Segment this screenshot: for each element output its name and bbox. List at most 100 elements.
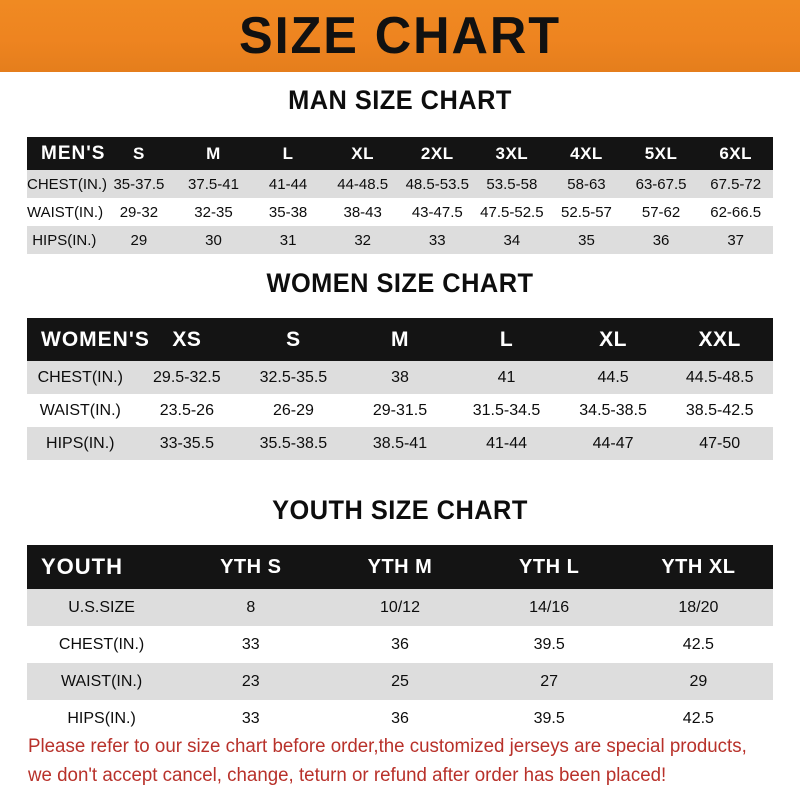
youth-col-xl: YTH XL: [623, 545, 773, 589]
youth-row-label-ussize: U.S.SIZE: [27, 589, 177, 626]
table-row: HIPS(IN.) 29 30 31 32 33 34 35 36 37: [27, 226, 773, 254]
women-row-label-waist: WAIST(IN.): [27, 394, 134, 427]
women-corner-label: WOMEN'S: [27, 318, 149, 361]
table-row: WAIST(IN.) 23.5-26 26-29 29-31.5 31.5-34…: [27, 394, 773, 427]
women-waist-xl: 34.5-38.5: [559, 394, 667, 427]
men-chest-xl: 44-48.5: [325, 170, 400, 198]
table-row: CHEST(IN.) 29.5-32.5 32.5-35.5 38 41 44.…: [27, 361, 773, 394]
table-header-row: YOUTH YTH S YTH M YTH L YTH XL: [27, 545, 773, 589]
table-row: CHEST(IN.) 35-37.5 37.5-41 41-44 44-48.5…: [27, 170, 773, 198]
women-chest-xxl: 44.5-48.5: [666, 361, 773, 394]
men-waist-3xl: 47.5-52.5: [474, 198, 550, 226]
women-hips-xs: 33-35.5: [133, 427, 241, 460]
women-col-m: M: [346, 318, 454, 361]
table-row: U.S.SIZE 8 10/12 14/16 18/20: [27, 589, 773, 626]
men-chest-5xl: 63-67.5: [623, 170, 699, 198]
youth-row-label-hips: HIPS(IN.): [27, 700, 177, 737]
youth-col-s: YTH S: [176, 545, 326, 589]
table-row: CHEST(IN.) 33 36 39.5 42.5: [27, 626, 773, 663]
youth-waist-m: 25: [325, 663, 475, 700]
youth-ussize-m: 10/12: [325, 589, 475, 626]
men-chest-2xl: 48.5-53.5: [399, 170, 475, 198]
youth-waist-s: 23: [176, 663, 326, 700]
youth-waist-l: 27: [474, 663, 624, 700]
men-col-xl: XL: [325, 137, 400, 170]
women-chest-xs: 29.5-32.5: [133, 361, 241, 394]
men-hips-l: 31: [250, 226, 326, 254]
men-waist-5xl: 57-62: [623, 198, 699, 226]
youth-col-l: YTH L: [474, 545, 624, 589]
youth-table-header: YOUTH YTH S YTH M YTH L YTH XL: [27, 545, 773, 589]
youth-size-table: YOUTH YTH S YTH M YTH L YTH XL U.S.SIZE …: [27, 545, 773, 737]
youth-hips-s: 33: [176, 700, 326, 737]
youth-ussize-l: 14/16: [474, 589, 624, 626]
women-chest-s: 32.5-35.5: [240, 361, 347, 394]
women-table-body: CHEST(IN.) 29.5-32.5 32.5-35.5 38 41 44.…: [27, 361, 773, 460]
men-col-5xl: 5XL: [623, 137, 699, 170]
youth-row-label-chest: CHEST(IN.): [27, 626, 177, 663]
men-chest-4xl: 58-63: [549, 170, 624, 198]
women-col-s: S: [240, 318, 347, 361]
women-col-xxl: XXL: [666, 318, 773, 361]
women-chest-l: 41: [453, 361, 560, 394]
women-chest-xl: 44.5: [559, 361, 667, 394]
youth-corner-label: YOUTH: [27, 545, 177, 589]
women-col-l: L: [453, 318, 560, 361]
men-hips-4xl: 35: [549, 226, 624, 254]
men-col-4xl: 4XL: [549, 137, 624, 170]
women-row-label-hips: HIPS(IN.): [27, 427, 134, 460]
men-col-s: S: [101, 137, 177, 170]
men-hips-s: 29: [101, 226, 177, 254]
women-chest-m: 38: [346, 361, 454, 394]
men-table-header: MEN'S S M L XL 2XL 3XL 4XL 5XL 6XL: [27, 137, 773, 170]
table-header-row: WOMEN'S XS S M L XL XXL: [27, 318, 773, 361]
youth-hips-m: 36: [325, 700, 475, 737]
notice-line-2: we don't accept cancel, change, teturn o…: [28, 765, 667, 786]
youth-row-label-waist: WAIST(IN.): [27, 663, 177, 700]
men-table-body: CHEST(IN.) 35-37.5 37.5-41 41-44 44-48.5…: [27, 170, 773, 254]
women-hips-s: 35.5-38.5: [240, 427, 347, 460]
youth-ussize-xl: 18/20: [623, 589, 773, 626]
women-row-label-chest: CHEST(IN.): [27, 361, 134, 394]
youth-hips-xl: 42.5: [623, 700, 773, 737]
men-col-6xl: 6XL: [698, 137, 773, 170]
women-col-xs: XS: [133, 318, 241, 361]
women-hips-m: 38.5-41: [346, 427, 454, 460]
men-chest-3xl: 53.5-58: [474, 170, 550, 198]
women-waist-m: 29-31.5: [346, 394, 454, 427]
page-banner: SIZE CHART: [0, 0, 800, 72]
youth-table-body: U.S.SIZE 8 10/12 14/16 18/20 CHEST(IN.) …: [27, 589, 773, 737]
men-chest-m: 37.5-41: [176, 170, 251, 198]
youth-chest-m: 36: [325, 626, 475, 663]
men-corner-label: MEN'S: [27, 137, 104, 170]
men-chest-s: 35-37.5: [101, 170, 177, 198]
notice-line-1: Please refer to our size chart before or…: [28, 736, 747, 757]
section-title-women: WOMEN SIZE CHART: [266, 268, 534, 298]
table-row: WAIST(IN.) 23 25 27 29: [27, 663, 773, 700]
youth-hips-l: 39.5: [474, 700, 624, 737]
men-hips-xl: 32: [325, 226, 400, 254]
men-col-m: M: [176, 137, 251, 170]
women-hips-xl: 44-47: [559, 427, 667, 460]
men-row-label-waist: WAIST(IN.): [27, 198, 103, 226]
women-waist-xxl: 38.5-42.5: [666, 394, 773, 427]
women-table-header: WOMEN'S XS S M L XL XXL: [27, 318, 773, 361]
men-chest-6xl: 67.5-72: [698, 170, 773, 198]
table-header-row: MEN'S S M L XL 2XL 3XL 4XL 5XL 6XL: [27, 137, 773, 170]
men-hips-6xl: 37: [698, 226, 773, 254]
men-hips-5xl: 36: [623, 226, 699, 254]
men-waist-s: 29-32: [101, 198, 177, 226]
women-size-table: WOMEN'S XS S M L XL XXL CHEST(IN.) 29.5-…: [27, 318, 773, 460]
women-waist-s: 26-29: [240, 394, 347, 427]
men-waist-l: 35-38: [250, 198, 326, 226]
men-row-label-hips: HIPS(IN.): [27, 226, 102, 254]
youth-chest-l: 39.5: [474, 626, 624, 663]
order-policy-notice: Please refer to our size chart before or…: [28, 732, 769, 790]
table-row: WAIST(IN.) 29-32 32-35 35-38 38-43 43-47…: [27, 198, 773, 226]
youth-waist-xl: 29: [623, 663, 773, 700]
men-col-l: L: [250, 137, 326, 170]
men-col-3xl: 3XL: [474, 137, 550, 170]
men-size-table: MEN'S S M L XL 2XL 3XL 4XL 5XL 6XL CHEST…: [27, 137, 773, 254]
page-title: SIZE CHART: [238, 7, 562, 65]
men-hips-3xl: 34: [474, 226, 550, 254]
